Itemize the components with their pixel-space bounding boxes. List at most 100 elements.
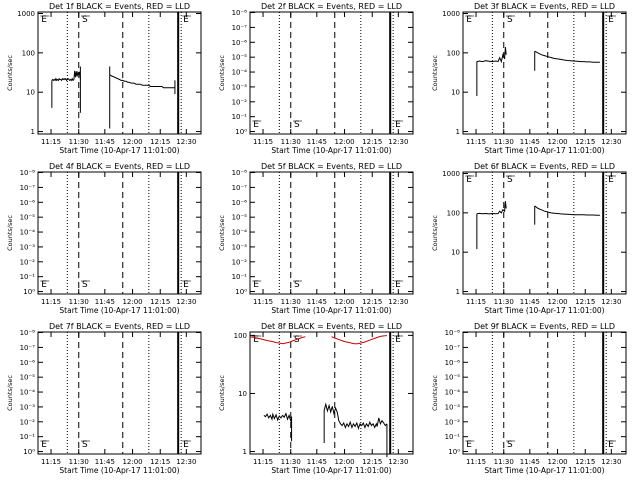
series-0-segment-1 [323,402,388,431]
x-tick-label: 11:45 [520,138,540,146]
x-tick-label: 11:30 [281,298,301,306]
plot-frame [249,171,414,295]
panel-det-1: Det 1f BLACK = Events, RED = LLD 1 10 100 10… [6,2,202,155]
x-tick-label: 11:45 [520,298,540,306]
y-tick-label: 10⁻⁶ [445,359,461,367]
flag-e: E [395,120,401,130]
x-tick-label: 12:15 [362,298,382,306]
panel-det-9: Det 9f BLACK = Events, RED = LLD 10⁰ 10⁻¹ 1… [431,322,627,475]
y-axis-label: Counts/sec [218,215,226,251]
y-tick-label: 100 [447,209,460,217]
x-tick-label: 12:00 [547,458,567,466]
y-axis-label: Counts/sec [431,55,439,91]
plot-frame [249,331,414,455]
y-tick-label: 10 [26,89,35,97]
series-0-segment-0 [51,70,81,82]
flag-e: E [183,280,189,290]
y-tick-label: 1000 [442,170,460,178]
y-tick-label: 1 [456,288,460,296]
x-tick-label: 12:30 [388,298,408,306]
x-tick-label: 11:30 [494,298,514,306]
y-tick-label: 10⁻³ [232,83,248,91]
y-axis-label: Counts/sec [218,375,226,411]
y-tick-label: 100 [22,49,35,57]
y-tick-label: 1 [243,448,247,456]
x-axis-label: Start Time (10-Apr-17 11:01:00) [271,146,391,155]
x-axis-label: Start Time (10-Apr-17 11:01:00) [484,146,604,155]
x-tick-label: 12:00 [547,138,567,146]
y-tick-label: 10⁻¹ [232,113,248,121]
y-tick-label: 100 [234,332,247,340]
y-tick-label: 1 [456,128,460,136]
panel-det-3: Det 3f BLACK = Events, RED = LLD 1 10 100 10… [431,2,627,155]
x-axis-label: Start Time (10-Apr-17 11:01:00) [484,306,604,315]
y-tick-label: 10⁻⁴ [20,389,36,397]
x-tick-label: 12:15 [362,138,382,146]
y-tick-label: 10⁻⁷ [20,184,36,192]
x-tick-label: 11:30 [281,458,301,466]
y-axis-label: Counts/sec [431,215,439,251]
x-tick-label: 11:30 [69,138,89,146]
panel-det-8: Det 8f BLACK = Events, RED = LLD 1 10 100 Co… [218,322,414,475]
plot-frame [249,11,414,135]
flag-e: E [183,15,189,25]
panel-det-2: Det 2f BLACK = Events, RED = LLD 10⁰ 10⁻¹ 1… [218,2,414,155]
panel-det-6: Det 6f BLACK = Events, RED = LLD 1 10 100 10… [431,162,627,315]
flag-s: S [507,440,513,450]
x-axis-label: Start Time (10-Apr-17 11:01:00) [59,146,179,155]
x-tick-label: 12:30 [176,298,196,306]
x-tick-label: 11:15 [253,298,273,306]
x-tick-label: 11:45 [95,458,115,466]
series-1-segment-1 [331,335,387,345]
flag-e: E [253,335,259,345]
x-tick-label: 12:00 [334,138,354,146]
y-tick-label: 10⁻² [20,258,36,266]
x-tick-label: 11:30 [281,138,301,146]
panel-title: Det 3f BLACK = Events, RED = LLD [474,2,615,11]
y-tick-label: 100 [447,49,460,57]
flag-e: E [41,280,47,290]
flag-e: E [41,440,47,450]
y-tick-label: 10⁰ [23,448,35,456]
y-tick-label: 10⁻² [20,418,36,426]
y-tick-label: 10⁰ [235,288,247,296]
flag-s: S [82,280,88,290]
flag-s: S [82,440,88,450]
flag-e: E [608,440,614,450]
y-axis-label: Counts/sec [6,55,14,91]
panel-title: Det 8f BLACK = Events, RED = LLD [261,322,402,331]
x-axis-label: Start Time (10-Apr-17 11:01:00) [59,306,179,315]
panel-title: Det 7f BLACK = Events, RED = LLD [49,322,190,331]
flag-e: E [183,440,189,450]
y-tick-label: 10⁻⁵ [232,54,248,62]
x-tick-label: 11:15 [466,458,486,466]
plot-frame [462,11,627,135]
y-tick-label: 10⁻⁷ [20,344,36,352]
flag-e: E [41,15,47,25]
y-axis-label: Counts/sec [6,375,14,411]
panel-title: Det 9f BLACK = Events, RED = LLD [474,322,615,331]
x-tick-label: 12:30 [601,298,621,306]
y-tick-label: 10⁻⁷ [445,344,461,352]
x-tick-label: 11:30 [494,138,514,146]
x-tick-label: 12:15 [575,298,595,306]
y-tick-label: 10⁻² [232,98,248,106]
plot-frame [37,171,202,295]
x-tick-label: 11:15 [41,298,61,306]
y-tick-label: 10⁻³ [445,403,461,411]
x-tick-label: 12:15 [575,458,595,466]
x-tick-label: 12:30 [601,458,621,466]
panel-title: Det 6f BLACK = Events, RED = LLD [474,162,615,171]
x-axis-label: Start Time (10-Apr-17 11:01:00) [484,466,604,475]
flag-e: E [253,120,259,130]
y-tick-label: 1 [31,128,35,136]
x-tick-label: 12:30 [601,138,621,146]
y-tick-label: 10⁻⁸ [445,329,461,337]
y-tick-label: 10⁻⁵ [445,374,461,382]
x-tick-label: 11:15 [41,138,61,146]
flag-s: S [507,15,513,25]
y-tick-label: 10⁻⁸ [232,169,248,177]
x-tick-label: 12:15 [575,138,595,146]
y-tick-label: 10⁻⁵ [20,214,36,222]
